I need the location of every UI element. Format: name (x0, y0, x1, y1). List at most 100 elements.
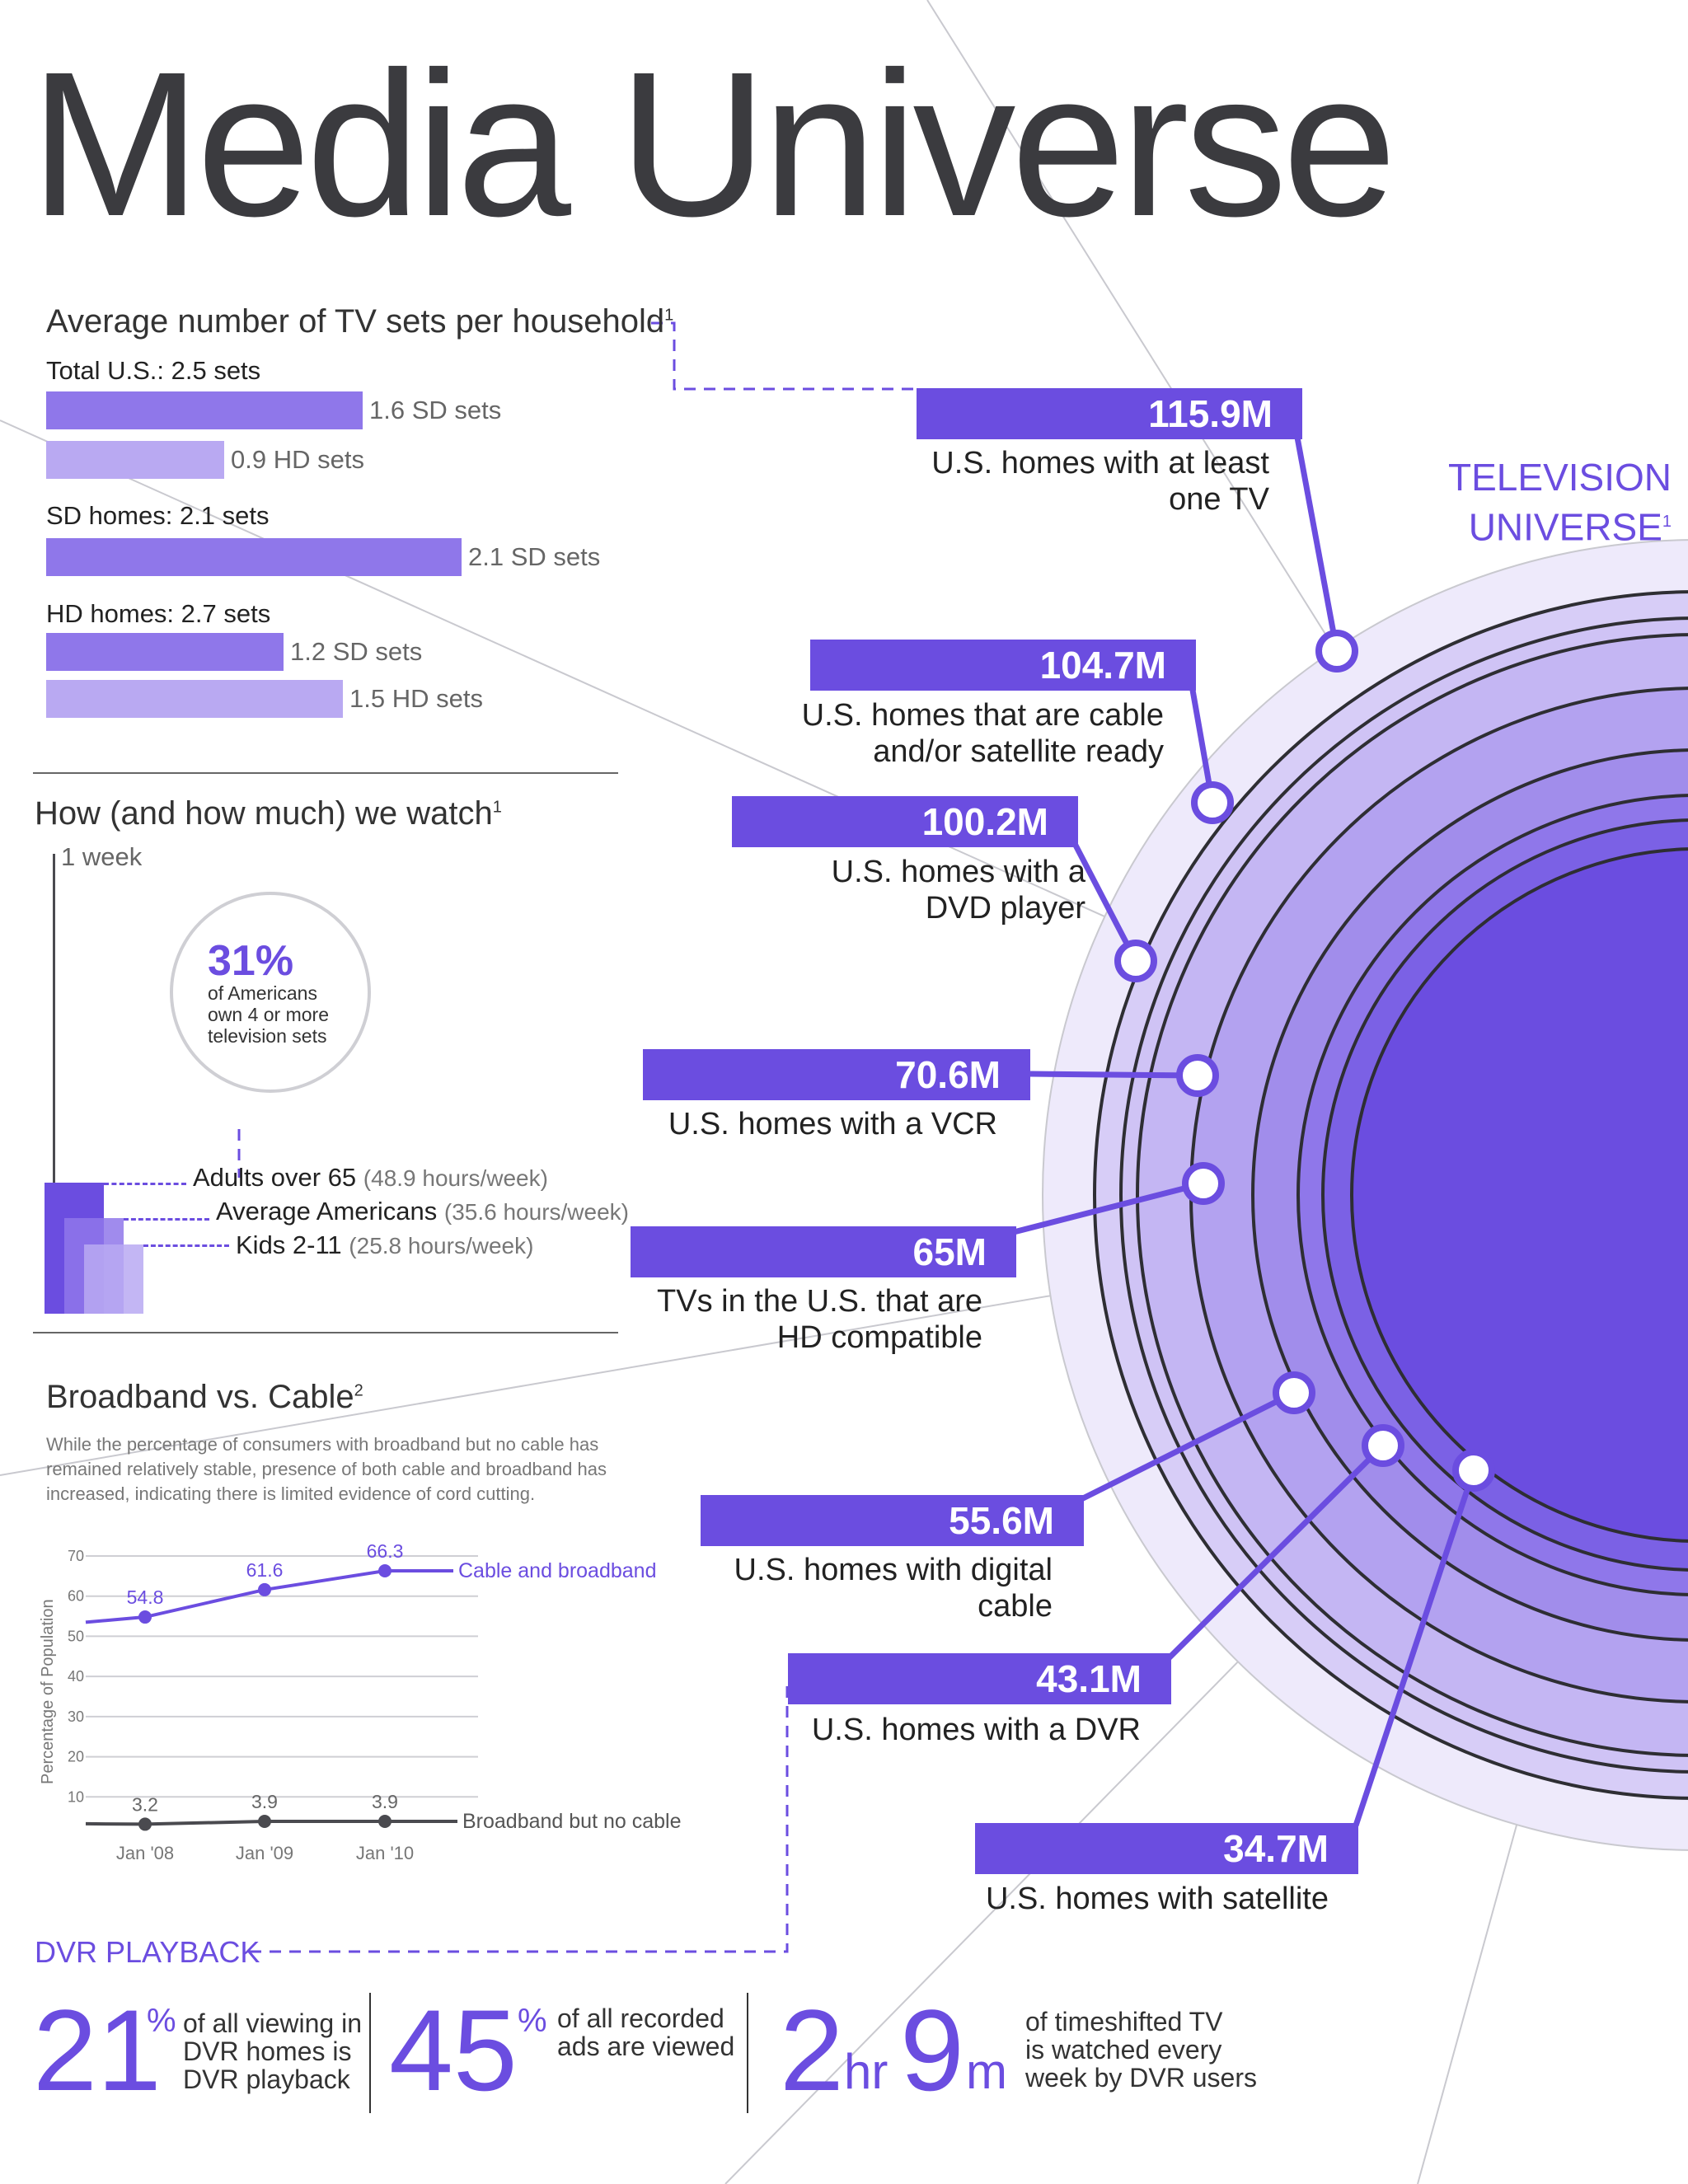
tv-universe-description-line: U.S. homes that are cable (801, 698, 1164, 733)
tv-universe-description: U.S. homes with a DVD player (832, 854, 1085, 926)
dvr-stat-text: of timeshifted TV is watched every week … (1025, 2008, 1257, 2092)
y-tick-label: 10 (68, 1788, 84, 1805)
dvr-stat-text-line: ads are viewed (557, 2032, 735, 2061)
tv-universe-value: 104.7M (810, 640, 1196, 691)
watch-series-hours: (48.9 hours/week) (363, 1165, 548, 1191)
tv-universe-description-line: one TV (1169, 482, 1269, 517)
tv-sets-bar (46, 391, 363, 429)
broadband-title: Broadband vs. Cable2 (46, 1379, 363, 1416)
tv-universe-title: TELEVISION UNIVERSE1 (1448, 455, 1672, 549)
tv-universe-title-line: TELEVISION (1448, 456, 1672, 499)
data-point (378, 1564, 392, 1578)
series-name-label: Cable and broadband (458, 1559, 656, 1582)
callout-knob (1452, 1449, 1495, 1492)
y-tick-label: 70 (68, 1548, 84, 1564)
callout-knob (1114, 940, 1157, 982)
dvr-title: DVR PLAYBACK (35, 1935, 260, 1969)
tv-universe-description-line: cable (978, 1589, 1053, 1624)
dvr-divider (369, 1993, 371, 2113)
universe-ring (1350, 847, 1688, 1543)
ownership-percent: 31% (208, 937, 294, 985)
tv-sets-bar (46, 538, 462, 576)
tv-sets-group-label: Total U.S.: 2.5 sets (46, 356, 261, 385)
tv-universe-description: U.S. homes with at least one TV (931, 445, 1269, 518)
tv-sets-bar-label: 0.9 HD sets (231, 445, 364, 474)
data-label: 54.8 (127, 1586, 164, 1608)
tv-sets-bar (46, 441, 224, 479)
tv-universe-description-line: U.S. homes with digital (734, 1553, 1053, 1587)
tv-universe-value: 55.6M (701, 1495, 1084, 1546)
callout-knob (1182, 1162, 1225, 1205)
callout-connector (1292, 428, 1340, 652)
data-label: 3.2 (132, 1793, 158, 1815)
y-axis-label: Percentage of Population (39, 1599, 57, 1784)
dvr-stat-unit: % (518, 2003, 547, 2039)
dvr-stat-unit: % (147, 2003, 176, 2039)
watch-series-label: Adults over 65 (48.9 hours/week) (193, 1163, 548, 1193)
callout-connector (1166, 1443, 1386, 1661)
tv-universe-description: TVs in the U.S. that are HD compatible (657, 1283, 982, 1356)
tv-universe-value: 100.2M (732, 796, 1078, 847)
y-tick-label: 30 (68, 1708, 84, 1725)
ownership-text-line: of Americans (208, 982, 317, 1004)
dvr-stat-text-line: is watched every (1025, 2035, 1222, 2064)
watch-series-hours: (35.6 hours/week) (443, 1199, 629, 1225)
tv-universe-description: U.S. homes with a VCR (668, 1106, 997, 1142)
y-tick-label: 50 (68, 1628, 84, 1644)
watch-series-label: Kids 2-11 (25.8 hours/week) (236, 1230, 533, 1260)
tv-universe-description-line: U.S. homes with a DVR (811, 1713, 1141, 1747)
series-name-label: Broadband but no cable (462, 1810, 682, 1833)
broadband-title-text: Broadband vs. Cable (46, 1379, 354, 1415)
tv-universe-value: 43.1M (788, 1653, 1171, 1704)
tv-universe-description: U.S. homes with satellite (986, 1881, 1329, 1917)
tv-universe-description-line: TVs in the U.S. that are (657, 1284, 982, 1319)
watch-series-name: Average Americans (216, 1197, 438, 1226)
watch-bar-leader (124, 1218, 209, 1221)
data-label: 3.9 (372, 1791, 398, 1812)
dvr-stat-text-line: of timeshifted TV (1025, 2007, 1223, 2036)
tv-universe-value: 115.9M (917, 388, 1302, 439)
tv-sets-bar-label: 2.1 SD sets (468, 542, 601, 571)
tv-sets-bar-label: 1.5 HD sets (349, 684, 483, 713)
tv-sets-title: Average number of TV sets per household1 (46, 303, 673, 340)
ownership-text: of Americans own 4 or more television se… (208, 982, 329, 1047)
section-divider (33, 1332, 618, 1333)
television-universe-rings (1042, 539, 1688, 1851)
tv-universe-description-line: HD compatible (776, 1320, 982, 1355)
watch-axis-label: 1 week (61, 842, 143, 871)
ownership-text-line: television sets (208, 1025, 327, 1047)
data-label: 66.3 (367, 1540, 404, 1562)
tv-sets-title-text: Average number of TV sets per household (46, 303, 665, 340)
dashed-connectors (237, 321, 917, 1953)
tv-universe-description-line: U.S. homes with satellite (985, 1882, 1329, 1916)
tv-sets-group-label: SD homes: 2.1 sets (46, 501, 270, 530)
broadband-title-footnote: 2 (354, 1381, 363, 1400)
y-tick-label: 40 (68, 1668, 84, 1685)
watch-title-footnote: 1 (492, 798, 502, 817)
tv-universe-description-line: DVD player (925, 891, 1085, 926)
dvr-stat-minutes: 9 (900, 1985, 964, 2115)
dvr-stat-text-line: of all recorded (557, 2004, 724, 2033)
dvr-stat-text: of all viewing in DVR homes is DVR playb… (183, 2009, 362, 2093)
tv-universe-description-line: U.S. homes with at least (931, 446, 1269, 480)
tv-universe-title-footnote: 1 (1662, 513, 1672, 531)
broadband-line-chart: 10 20 30 40 50 60 70 Percentage of Population Ja… (39, 1540, 682, 1863)
ownership-circle (170, 892, 371, 1093)
callout-connector (1353, 1469, 1477, 1827)
dvr-stat-text-line: of all viewing in (183, 2008, 362, 2038)
data-point (258, 1815, 271, 1829)
callout-knob (1191, 781, 1234, 824)
watch-title: How (and how much) we watch1 (35, 795, 502, 832)
callout-connector (1068, 836, 1139, 963)
callout-connector (1013, 1180, 1204, 1235)
tv-universe-value: 34.7M (975, 1823, 1358, 1874)
watch-axis-line (53, 854, 55, 1314)
watch-series-label: Average Americans (35.6 hours/week) (216, 1197, 629, 1226)
watch-title-text: How (and how much) we watch (35, 795, 493, 832)
tv-universe-description-line: and/or satellite ready (873, 734, 1164, 769)
section-divider (33, 772, 618, 774)
data-point (138, 1610, 152, 1624)
callout-connector (1029, 1071, 1198, 1079)
tv-universe-title-line2: UNIVERSE1 (1448, 499, 1672, 549)
